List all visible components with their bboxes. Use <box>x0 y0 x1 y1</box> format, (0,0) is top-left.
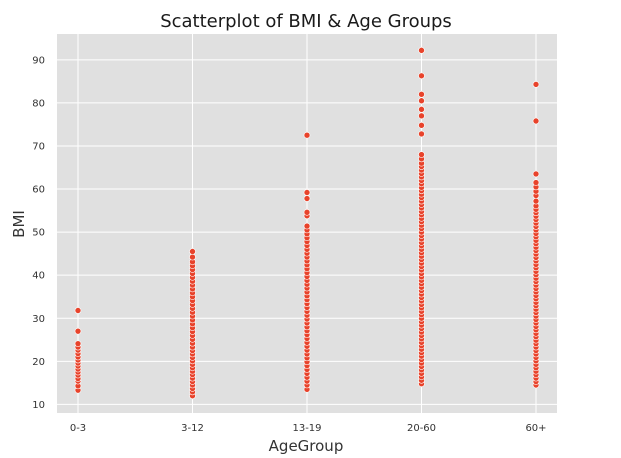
data-point <box>303 209 311 216</box>
x-tick-label: 13-19 <box>292 423 321 434</box>
data-point <box>418 90 425 98</box>
data-point <box>532 117 540 125</box>
data-point <box>303 195 311 202</box>
tick-labels: 10 20 30 40 50 60 70 80 90 0-3 3-12 13-19 20-60 60+ <box>32 55 546 434</box>
data-point <box>303 189 311 196</box>
data-point <box>418 97 425 105</box>
data-point <box>189 253 196 261</box>
chart-title: Scatterplot of BMI & Age Groups <box>160 11 452 32</box>
y-axis-label: BMI <box>10 210 28 238</box>
data-point <box>418 47 425 54</box>
y-tick-label: 80 <box>32 98 45 109</box>
x-tick-label: 20-60 <box>407 423 436 434</box>
data-point <box>418 122 425 129</box>
x-tick-label: 3-12 <box>181 423 204 434</box>
y-tick-label: 50 <box>32 228 45 239</box>
y-tick-label: 70 <box>32 141 45 152</box>
y-tick-label: 60 <box>32 185 45 196</box>
data-point <box>74 307 82 314</box>
data-point <box>532 179 540 186</box>
y-tick-label: 10 <box>32 400 45 411</box>
data-point <box>532 81 540 88</box>
x-tick-label: 0-3 <box>70 423 86 434</box>
y-tick-label: 40 <box>32 271 45 282</box>
data-point <box>418 130 425 138</box>
data-point <box>189 248 196 255</box>
data-point <box>532 170 540 178</box>
x-axis-label: AgeGroup <box>269 437 344 455</box>
y-tick-label: 90 <box>32 55 45 66</box>
y-tick-label: 30 <box>32 314 45 325</box>
data-point <box>418 72 425 80</box>
data-point <box>303 222 311 230</box>
y-tick-label: 20 <box>32 357 45 368</box>
data-points <box>74 47 540 400</box>
data-point <box>303 131 311 139</box>
data-point <box>74 340 82 347</box>
x-tick-label: 60+ <box>525 423 546 434</box>
data-point <box>418 151 425 158</box>
data-point <box>418 112 425 120</box>
data-point <box>74 327 82 335</box>
data-point <box>418 106 425 113</box>
data-point <box>532 197 540 205</box>
